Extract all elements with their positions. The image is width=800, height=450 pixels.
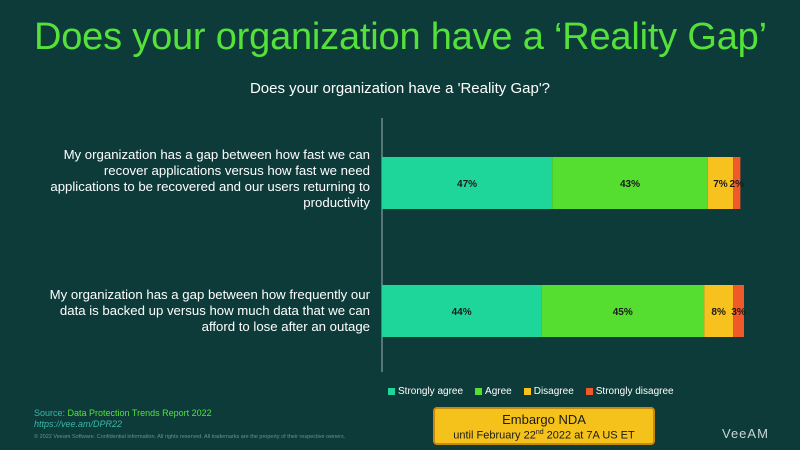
category-label-1: My organization has a gap between how fa… [50,147,370,210]
legend-item-strongly-agree: Strongly agree [388,386,463,397]
bar-segment-strongly-agree-1 [382,157,553,209]
legend-label: Strongly disagree [595,386,674,397]
bar-segment-strongly-disagree-2 [733,285,744,337]
source-prefix: Source: [34,408,68,418]
bar-segment-strongly-disagree-1 [733,157,741,209]
legend-item-agree: Agree [475,386,512,397]
data-label: 7% [713,179,728,190]
legend-label: Agree [485,386,512,397]
bar-segment-strongly-agree-2 [382,285,542,337]
legend-item-disagree: Disagree [523,386,574,397]
source-citation: Source: Data Protection Trends Report 20… [34,408,212,430]
source-url[interactable]: https://vee.am/DPR22 [34,419,123,429]
veeam-logo: VeeAM [722,426,769,441]
data-label: 3% [731,307,746,318]
legend-item-strongly-disagree: Strongly disagree [585,386,674,397]
bar-segment-agree-1 [552,157,708,209]
legend-swatch [475,388,483,395]
bar-segment-agree-2 [541,285,705,337]
copyright-notice: © 2022 Veeam Software. Confidential info… [34,434,346,440]
legend-swatch [585,388,593,395]
chart-title: Does your organization have a 'Reality G… [249,80,551,97]
bar-segment-disagree-2 [704,285,734,337]
embargo-notice: Embargo NDA until February 22nd 2022 at … [433,407,655,445]
legend-label: Strongly agree [398,386,464,397]
data-label: 8% [711,307,726,318]
slide-title: Does your organization have a ‘Reality G… [34,16,767,58]
category-label-2: My organization has a gap between how fr… [49,287,370,334]
embargo-title: Embargo NDA [502,412,586,427]
chart-legend: Strongly agree Agree Disagree Strongly d… [388,386,674,397]
legend-swatch [388,388,395,395]
bar-segment-disagree-1 [707,157,734,209]
data-label: 45% [613,307,633,318]
data-label: 2% [730,179,745,190]
source-title: Data Protection Trends Report 2022 [67,408,212,418]
data-label: 43% [620,179,640,190]
data-label: 44% [452,307,472,318]
data-label: 47% [457,179,477,190]
legend-swatch [523,388,531,395]
legend-label: Disagree [533,386,574,397]
embargo-date: until February 22nd 2022 at 7A US ET [453,429,635,442]
